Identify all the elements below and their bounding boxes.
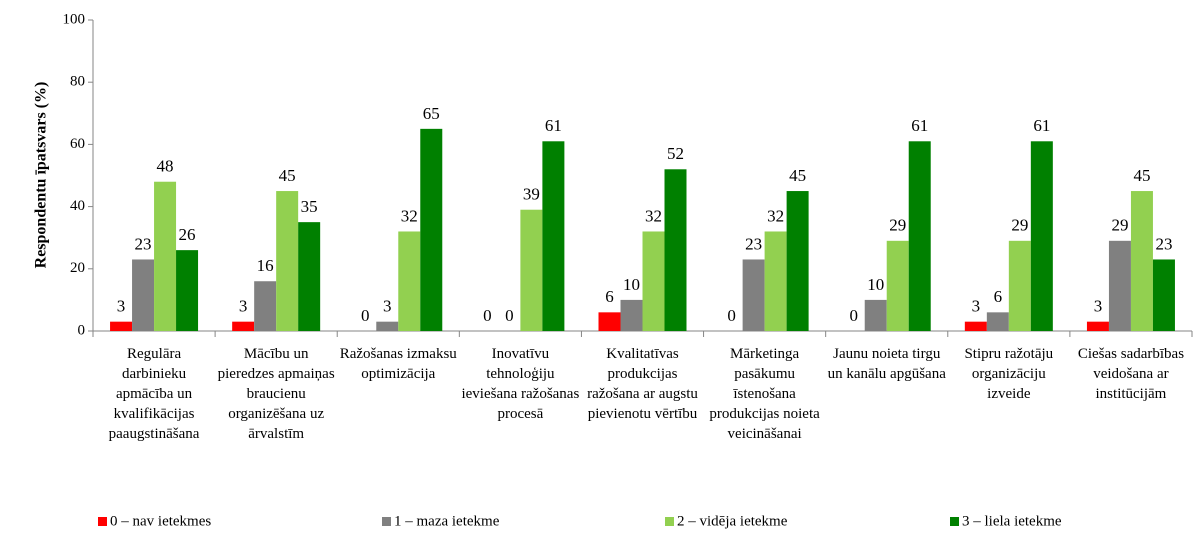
y-tick-label: 100 xyxy=(63,11,86,27)
value-label: 29 xyxy=(1111,216,1128,235)
bar xyxy=(1152,259,1175,331)
bar xyxy=(520,209,543,331)
value-label: 26 xyxy=(179,225,196,244)
legend-label: 3 – liela ietekme xyxy=(962,513,1062,529)
bar xyxy=(964,321,987,331)
y-tick-label: 60 xyxy=(70,136,85,152)
x-tick-label: Inovatīvu tehnoloģiju ieviešana ražošanas p… xyxy=(461,346,579,422)
bar xyxy=(864,299,887,331)
value-label: 32 xyxy=(645,206,662,225)
value-label: 45 xyxy=(789,166,806,185)
bar xyxy=(176,250,199,331)
bar xyxy=(642,231,665,331)
value-label: 32 xyxy=(401,206,418,225)
value-label: 16 xyxy=(257,256,274,275)
value-label: 39 xyxy=(523,185,540,204)
value-label: 0 xyxy=(361,306,370,325)
x-tick-label: Regulāra darbinieku apmācība un kvalifikāci… xyxy=(109,346,200,442)
bar xyxy=(276,191,299,331)
y-tick-label: 20 xyxy=(70,260,85,276)
value-label: 61 xyxy=(545,116,562,135)
value-label: 45 xyxy=(1133,166,1150,185)
bar xyxy=(542,141,565,331)
bar xyxy=(376,321,399,331)
x-tick-label: Mācību un pieredzes apmaiņas braucienu orga… xyxy=(218,346,335,442)
x-tick-label: Stipru ražotāju organizāciju izveide xyxy=(964,346,1053,402)
value-label: 0 xyxy=(727,306,736,325)
bar xyxy=(232,321,255,331)
bar xyxy=(664,169,687,331)
value-label: 32 xyxy=(767,206,784,225)
value-label: 65 xyxy=(423,104,440,123)
bar xyxy=(764,231,787,331)
y-tick-label: 40 xyxy=(70,198,85,214)
value-label: 29 xyxy=(1011,216,1028,235)
bar xyxy=(742,259,765,331)
y-tick-label: 80 xyxy=(70,74,85,90)
value-label: 10 xyxy=(623,275,640,294)
y-axis-label: Respondentu īpatsvars (%) xyxy=(33,82,50,269)
bar xyxy=(786,191,809,331)
value-label: 61 xyxy=(911,116,928,135)
bar xyxy=(986,312,1009,331)
bar xyxy=(1108,240,1131,331)
x-tick-label: Ražošanas izmaksu optimizācija xyxy=(340,346,458,382)
bar xyxy=(1086,321,1109,331)
legend-swatch xyxy=(382,517,391,526)
value-label: 23 xyxy=(135,234,152,253)
x-tick-label: Ciešas sadarbības veidošana ar institūcijā… xyxy=(1078,346,1184,402)
bar xyxy=(620,299,643,331)
bar xyxy=(1130,191,1153,331)
x-tick-label: Kvalitatīvas produkcijas ražošana ar augst… xyxy=(587,346,698,422)
value-label: 48 xyxy=(157,157,174,176)
value-label: 29 xyxy=(889,216,906,235)
value-label: 6 xyxy=(605,287,614,306)
bar xyxy=(1008,240,1031,331)
value-label: 23 xyxy=(745,234,762,253)
value-label: 10 xyxy=(867,275,884,294)
x-tick-label: Mārketinga pasākumu īstenošana produkcijas … xyxy=(709,346,820,442)
bar xyxy=(908,141,931,331)
y-tick-label: 0 xyxy=(78,322,86,338)
bar xyxy=(154,181,177,331)
legend-swatch xyxy=(950,517,959,526)
value-label: 45 xyxy=(279,166,296,185)
legend-label: 2 – vidēja ietekme xyxy=(677,513,788,529)
bar xyxy=(110,321,133,331)
value-label: 61 xyxy=(1033,116,1050,135)
legend-label: 1 – maza ietekme xyxy=(394,513,500,529)
value-label: 0 xyxy=(483,306,492,325)
legend-swatch xyxy=(98,517,107,526)
value-label: 6 xyxy=(994,287,1003,306)
bar xyxy=(298,222,321,331)
value-label: 0 xyxy=(849,306,858,325)
value-label: 3 xyxy=(117,297,126,316)
value-label: 3 xyxy=(383,297,392,316)
bar xyxy=(886,240,909,331)
bar xyxy=(420,128,443,331)
value-label: 35 xyxy=(301,197,318,216)
value-label: 3 xyxy=(1094,297,1103,316)
bar xyxy=(398,231,421,331)
bar xyxy=(598,312,621,331)
legend-swatch xyxy=(665,517,674,526)
x-tick-label: Jaunu noieta tirgu un kanālu apgūšana xyxy=(828,346,947,382)
value-label: 52 xyxy=(667,144,684,163)
value-label: 3 xyxy=(972,297,981,316)
bar xyxy=(254,281,277,331)
bar xyxy=(132,259,155,331)
value-label: 23 xyxy=(1155,234,1172,253)
legend-label: 0 – nav ietekmes xyxy=(110,513,211,529)
bar xyxy=(1030,141,1053,331)
value-label: 0 xyxy=(505,306,514,325)
value-label: 3 xyxy=(239,297,248,316)
